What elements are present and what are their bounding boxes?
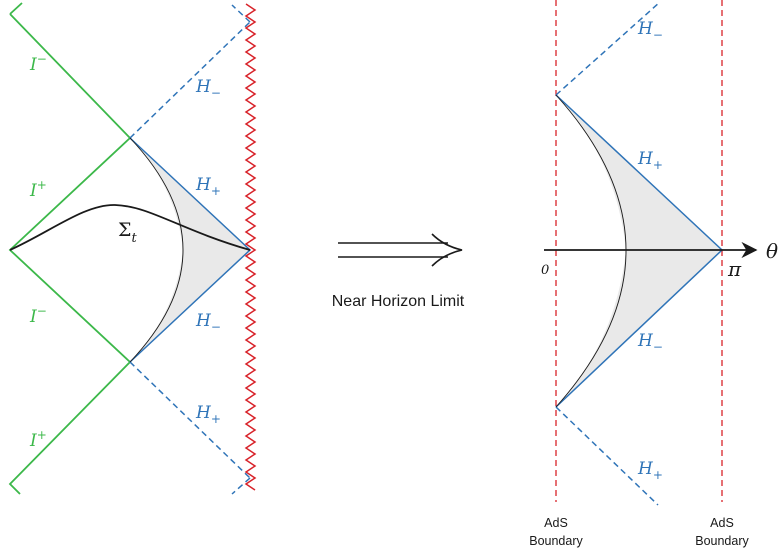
near-horizon-limit-caption: Near Horizon Limit <box>332 293 465 310</box>
constant-r-curve <box>129 137 184 363</box>
horizon-label: H− <box>637 19 663 42</box>
horizon-label: H+ <box>637 149 663 172</box>
horizon-label: H+ <box>195 175 221 198</box>
tick-label-pi: π <box>727 257 742 281</box>
null-infinity-lines <box>8 13 132 495</box>
ads-boundary-caption-right: AdS <box>710 516 734 530</box>
scri-label: I+ <box>29 428 47 451</box>
horizon-label: H− <box>195 311 221 334</box>
horizon-label: H+ <box>195 403 221 426</box>
scri-label: I− <box>29 304 47 327</box>
ads-boundary-caption-left: Boundary <box>529 534 583 548</box>
left-penrose-diagram: I− I+ I− I+ H− H+ H− H+ Σt <box>8 2 257 495</box>
cauchy-slice-sigma <box>9 204 251 251</box>
horizon-label: H− <box>195 77 221 100</box>
right-horizon-labels: H− H+ H− H+ <box>637 19 663 482</box>
scri-label: I− <box>29 52 47 75</box>
horizon-label: H− <box>637 331 663 354</box>
implies-arrow <box>338 233 463 267</box>
theta-axis-label: θ <box>766 239 778 263</box>
sigma-label: Σt <box>118 219 137 246</box>
singularity-zigzag <box>244 3 257 491</box>
left-horizon-labels: H− H+ H− H+ <box>195 77 221 426</box>
tick-label-zero: 0 <box>541 263 549 278</box>
scri-labels: I− I+ I− I+ <box>29 52 47 451</box>
right-ads2-diagram: θ 0 π H− H+ H− H+ AdS Boundary AdS Bound… <box>529 0 778 548</box>
horizon-label: H+ <box>637 459 663 482</box>
null-infinity-top-stub <box>9 2 23 15</box>
horizon-dashed-lines <box>555 1 661 506</box>
scri-label: I+ <box>29 178 47 201</box>
ads-boundary-caption-left: AdS <box>544 516 568 530</box>
horizon-dashed-lines <box>129 4 251 495</box>
ads-boundary-caption-right: Boundary <box>695 534 749 548</box>
